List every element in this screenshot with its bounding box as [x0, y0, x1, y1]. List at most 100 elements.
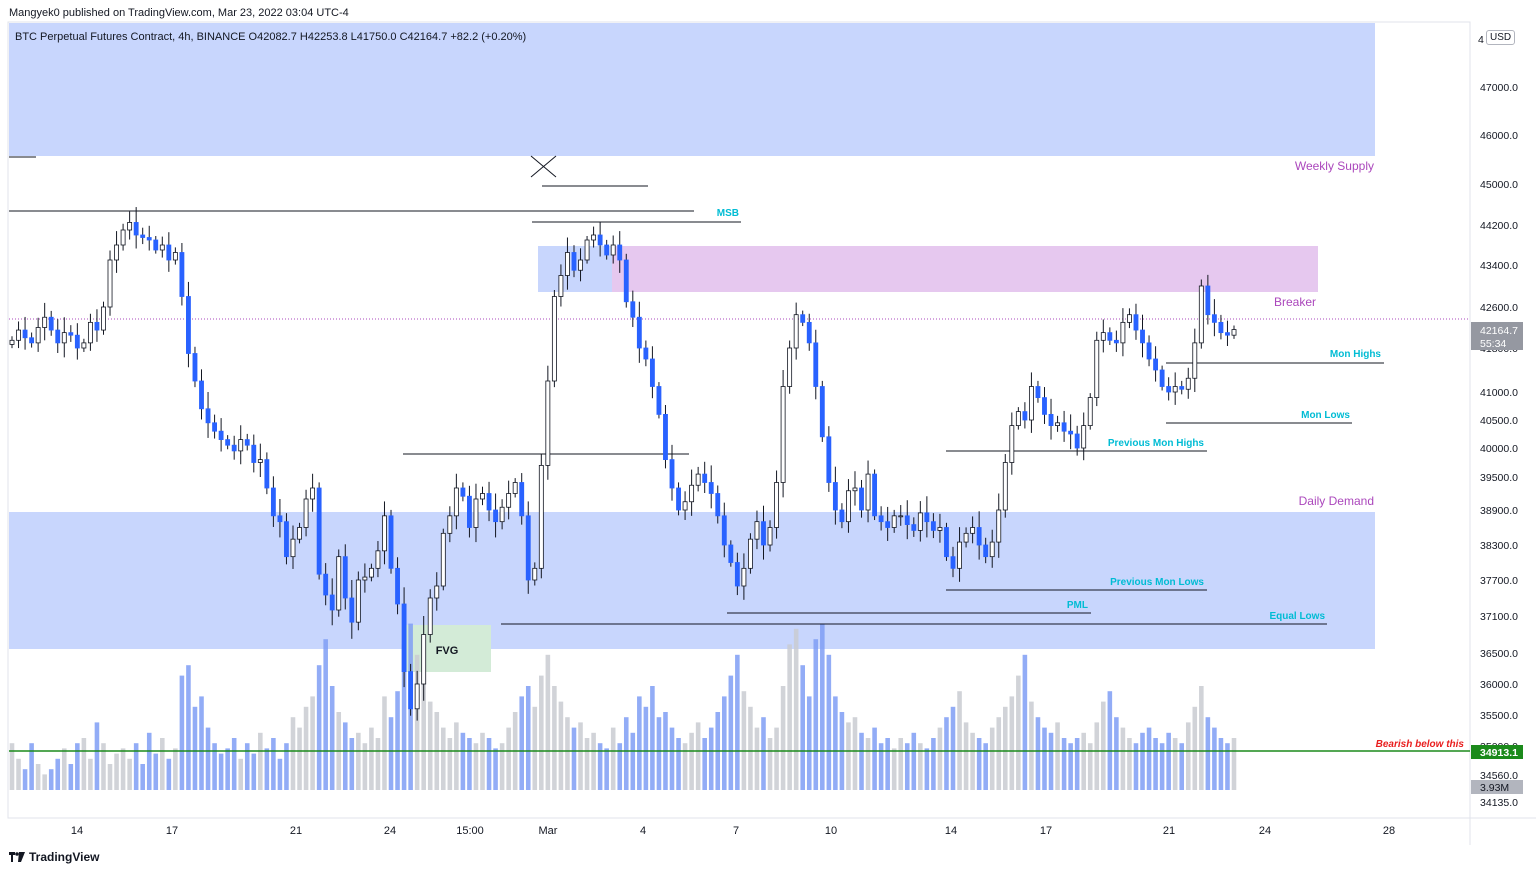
candle-body	[388, 515, 394, 569]
candle-body	[42, 316, 48, 328]
candle-body	[649, 358, 655, 387]
candle-body	[1172, 386, 1178, 393]
tradingview-icon	[9, 852, 25, 862]
volume-bar	[454, 722, 459, 790]
volume-bar	[800, 665, 805, 790]
candle-body	[1166, 386, 1172, 393]
volume-bar	[722, 696, 727, 790]
volume-bar	[872, 727, 877, 790]
candle-body	[114, 244, 119, 261]
candle-body	[127, 222, 133, 231]
volume-bar	[238, 758, 244, 790]
candle-body	[839, 509, 845, 523]
candle-body	[663, 413, 668, 460]
volume-bar	[42, 774, 47, 790]
candle-body	[1002, 462, 1008, 511]
candle-body	[1035, 386, 1041, 399]
mon-lows-label: Mon Lows	[1301, 410, 1350, 421]
volume-bar	[878, 743, 884, 790]
candle-body	[676, 487, 681, 511]
candle-body	[1028, 386, 1034, 421]
volume-bar	[388, 717, 394, 790]
volume-bar	[284, 743, 289, 790]
volume-bar	[1192, 706, 1198, 790]
last-price-marker	[1471, 322, 1523, 350]
volume-bar	[231, 738, 237, 790]
volume-bar	[735, 654, 740, 790]
volume-bar	[780, 686, 786, 790]
candle-body	[519, 482, 525, 517]
candle-body	[218, 430, 224, 441]
candle-body	[930, 521, 936, 531]
volume-bar	[1107, 691, 1113, 790]
volume-bar	[702, 738, 707, 790]
volume-bar	[375, 738, 381, 790]
candle-body	[146, 237, 152, 241]
candle-body	[395, 567, 400, 605]
candle-body	[963, 532, 969, 543]
previous-mon-highs-label: Previous Mon Highs	[1108, 438, 1205, 449]
candle-body	[1120, 321, 1126, 344]
candle-body	[408, 671, 414, 710]
time-tick-label: 10	[825, 825, 837, 837]
volume-bar	[179, 675, 185, 790]
time-tick-label: 14	[945, 825, 957, 837]
volume-bar	[545, 654, 551, 790]
candle-body	[179, 252, 185, 297]
volume-bar	[16, 758, 21, 790]
volume-bar	[310, 696, 315, 790]
candle-body	[584, 239, 590, 261]
candle-body	[107, 259, 113, 308]
candle-body	[16, 329, 21, 341]
volume-bar	[748, 706, 753, 790]
candle-body	[87, 321, 93, 344]
volume-bar	[166, 758, 172, 790]
equal-lows-label: Equal Lows	[1269, 611, 1325, 622]
currency-button[interactable]: USD	[1486, 30, 1516, 45]
volume-bar	[101, 743, 106, 790]
price-tick-label: 34135.0	[1480, 797, 1518, 809]
volume-bar	[480, 732, 485, 790]
candle-body	[212, 422, 218, 432]
volume-bar	[342, 722, 348, 790]
candle-body	[774, 482, 779, 528]
volume-bar	[1042, 727, 1047, 790]
time-tick-label: 17	[166, 825, 178, 837]
volume-bar	[114, 753, 119, 790]
volume-bar	[55, 758, 61, 790]
volume-bar	[976, 738, 982, 790]
volume-bar	[316, 665, 322, 790]
volume-bar	[127, 758, 132, 790]
candle-body	[754, 521, 760, 540]
volume-bar	[421, 680, 426, 790]
volume-bar	[362, 743, 368, 790]
candle-body	[368, 567, 374, 578]
candle-body	[94, 321, 100, 331]
candle-body	[81, 342, 87, 349]
candle-body	[512, 482, 518, 494]
time-tick-label: 21	[290, 825, 302, 837]
candle-body	[486, 493, 492, 511]
volume-bar	[329, 686, 335, 790]
volume-bar	[983, 743, 988, 790]
volume-bar	[1035, 717, 1041, 790]
volume-bar	[192, 706, 198, 790]
volume-bar	[427, 701, 433, 790]
time-tick-label: Mar	[539, 825, 558, 837]
volume-bar	[264, 748, 270, 790]
candle-body	[819, 386, 825, 438]
volume-bar	[650, 686, 655, 790]
volume-bar	[891, 748, 897, 790]
candle-body	[68, 332, 74, 336]
volume-bar	[728, 675, 734, 790]
volume-bar	[173, 748, 178, 790]
volume-bar	[656, 717, 662, 790]
price-tick-label: 37700.0	[1480, 575, 1518, 587]
previous-mon-lows-label: Previous Mon Lows	[1110, 577, 1204, 588]
volume-bar	[1068, 743, 1073, 790]
weekly-supply-label: Weekly Supply	[1295, 159, 1374, 173]
volume-bar	[120, 748, 126, 790]
candle-body	[153, 239, 159, 251]
candle-body	[290, 538, 296, 558]
